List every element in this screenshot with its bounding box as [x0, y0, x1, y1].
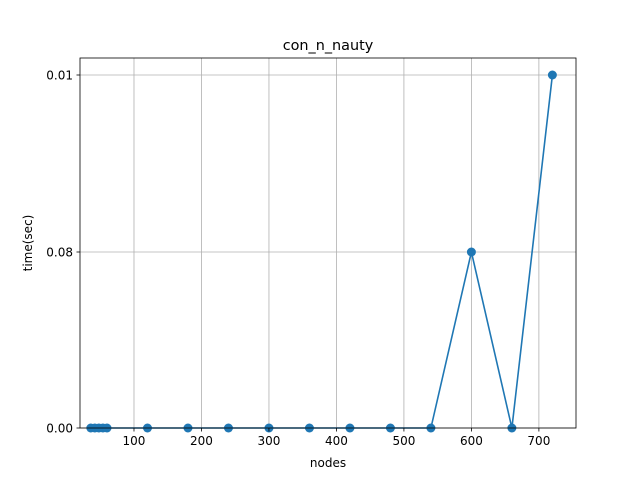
chart-title: con_n_nauty: [283, 38, 374, 54]
y-tick-label: 0.01: [46, 69, 73, 83]
y-axis: 0.00 0.08 0.01: [46, 69, 80, 436]
x-axis-label: nodes: [310, 456, 346, 470]
x-tick-label: 200: [190, 434, 213, 448]
plot-area: [80, 58, 576, 428]
y-tick-label: 0.00: [46, 422, 73, 436]
x-tick-label: 300: [257, 434, 280, 448]
data-point: [466, 247, 476, 257]
x-tick-label: 500: [392, 434, 415, 448]
x-tick-label: 600: [460, 434, 483, 448]
y-tick-label: 0.08: [46, 246, 73, 260]
x-tick-label: 400: [325, 434, 348, 448]
x-tick-label: 100: [123, 434, 146, 448]
y-axis-label: time(sec): [21, 215, 35, 272]
plot-frame: [79, 57, 577, 429]
x-axis: 100 200 300 400 500 600 700: [123, 428, 550, 448]
x-tick-label: 700: [527, 434, 550, 448]
data-point: [547, 70, 557, 80]
